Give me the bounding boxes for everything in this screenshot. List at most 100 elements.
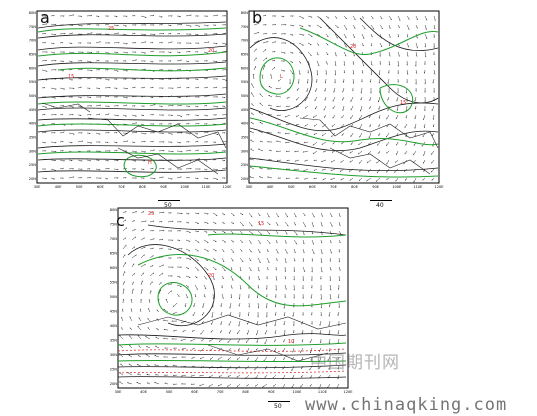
- x-tick-label: 120E: [343, 390, 353, 394]
- y-tick-label: 35N: [110, 339, 118, 343]
- y-tick-label: 65N: [241, 53, 249, 57]
- panel-a-wind-vectors: [41, 14, 228, 180]
- y-tick-label: 70N: [110, 237, 118, 241]
- x-tick-label: 90E: [372, 185, 380, 189]
- watermark-cn: 中国期刊网: [310, 353, 400, 373]
- y-tick-label: 50N: [110, 295, 118, 299]
- y-tick-label: 60N: [29, 66, 37, 70]
- x-tick-label: 80E: [351, 185, 359, 189]
- panel-a-ref-vector: [158, 200, 180, 201]
- panel-b-contours: [249, 17, 439, 172]
- y-tick-label: 65N: [110, 252, 118, 256]
- x-tick-label: 100E: [180, 185, 190, 189]
- x-tick-label: 100E: [292, 390, 302, 394]
- svg-text:25: 25: [148, 211, 154, 217]
- x-tick-label: 70E: [217, 390, 225, 394]
- x-tick-label: 110E: [318, 390, 328, 394]
- panel-c-coastlines: [137, 314, 347, 362]
- y-tick-label: 45N: [110, 310, 118, 314]
- x-tick-label: 40E: [140, 390, 148, 394]
- panel-c-label: c: [116, 211, 125, 230]
- panel-b: L 15 20 80N 75N 70N 65N 60N 55N 50N 45N 40N 35N 30N 2…: [240, 8, 444, 210]
- x-tick-label: 110E: [201, 185, 211, 189]
- y-tick-label: 50N: [241, 94, 249, 98]
- y-tick-label: 60N: [110, 266, 118, 270]
- y-tick-label: 60N: [241, 66, 249, 70]
- panel-c-green-contours: [117, 233, 347, 363]
- panel-c-ref-vector: [268, 401, 290, 402]
- x-tick-label: 120E: [434, 185, 444, 189]
- x-tick-label: 100E: [392, 185, 402, 189]
- panel-a-y-ticks: 80N 75N 70N 65N 60N 55N 50N 45N 40N 35N 30N 25N 20N: [29, 11, 37, 181]
- x-tick-label: 120E: [222, 185, 232, 189]
- x-tick-label: 50E: [76, 185, 84, 189]
- panel-c-x-ticks: 30E 40E 50E 60E 70E 80E 90E 100E 110E 120E: [115, 390, 354, 394]
- y-tick-label: 20N: [29, 177, 37, 181]
- svg-text:20: 20: [350, 44, 356, 50]
- svg-text:L: L: [280, 74, 283, 80]
- panel-a-label: a: [40, 8, 50, 27]
- y-tick-label: 25N: [110, 368, 118, 372]
- svg-text:25: 25: [108, 26, 114, 32]
- panel-a-x-ticks: 30E 40E 50E 60E 70E 80E 90E 100E 110E 120E: [34, 185, 232, 189]
- x-tick-label: 90E: [160, 185, 168, 189]
- x-tick-label: 40E: [55, 185, 63, 189]
- y-tick-label: 45N: [241, 108, 249, 112]
- y-tick-label: 40N: [241, 122, 249, 126]
- y-tick-label: 40N: [110, 324, 118, 328]
- y-tick-label: 80N: [29, 11, 37, 15]
- y-tick-label: 25N: [241, 163, 249, 167]
- y-tick-label: 35N: [29, 136, 37, 140]
- y-tick-label: 55N: [110, 281, 118, 285]
- x-tick-label: 80E: [242, 390, 250, 394]
- x-tick-label: 70E: [330, 185, 338, 189]
- y-tick-label: 55N: [241, 80, 249, 84]
- panel-a: 25 20 15 H 80N 75N 70N 65N 60N 55N 50N 45N 40N 35N 30…: [28, 8, 232, 210]
- panel-b-x-ticks: 30E 40E 50E 60E 70E 80E 90E 100E 110E 120E: [246, 185, 444, 189]
- y-tick-label: 40N: [29, 122, 37, 126]
- panel-a-map: 25 20 15 H 80N 75N 70N 65N 60N 55N 50N 45N 40N 35N 30…: [29, 10, 232, 189]
- panel-b-ref-vector: [370, 200, 392, 201]
- svg-text:20: 20: [208, 48, 214, 54]
- x-tick-label: 60E: [309, 185, 317, 189]
- svg-text:15: 15: [400, 100, 406, 106]
- panel-c-wind-vectors: [118, 210, 342, 390]
- x-tick-label: 60E: [191, 390, 199, 394]
- panel-b-wind-vectors: [249, 13, 436, 183]
- panel-b-map: L 15 20 80N 75N 70N 65N 60N 55N 50N 45N 40N 35N 30N 2…: [241, 10, 444, 189]
- y-tick-label: 20N: [241, 177, 249, 181]
- x-tick-label: 30E: [34, 185, 42, 189]
- y-tick-label: 55N: [29, 80, 37, 84]
- panel-a-coastlines: [41, 102, 227, 175]
- x-tick-label: 50E: [166, 390, 174, 394]
- panel-c-map: 25 20 15 10 80N 75N 70N 65N 60N 55N 50N 45N 40N 35N 3…: [110, 207, 354, 394]
- y-tick-label: 70N: [29, 39, 37, 43]
- x-tick-label: 30E: [246, 185, 254, 189]
- svg-text:20: 20: [208, 273, 214, 279]
- x-tick-label: 110E: [413, 185, 423, 189]
- panel-c-contours: [117, 224, 347, 379]
- svg-text:15: 15: [68, 74, 74, 80]
- y-tick-label: 75N: [110, 223, 118, 227]
- y-tick-label: 25N: [29, 163, 37, 167]
- panel-a-ref-label: 50: [164, 202, 172, 209]
- panel-c-y-ticks: 80N 75N 70N 65N 60N 55N 50N 45N 40N 35N 30N 25N 20N: [110, 208, 118, 386]
- y-tick-label: 35N: [241, 136, 249, 140]
- y-tick-label: 30N: [29, 149, 37, 153]
- y-tick-label: 30N: [110, 353, 118, 357]
- panel-b-ref-label: 40: [376, 202, 384, 209]
- x-tick-label: 80E: [139, 185, 147, 189]
- y-tick-label: 45N: [29, 108, 37, 112]
- x-tick-label: 30E: [115, 390, 123, 394]
- panel-c: 25 20 15 10 80N 75N 70N 65N 60N 55N 50N 45N 40N 35N 3…: [108, 205, 354, 410]
- y-tick-label: 75N: [29, 25, 37, 29]
- y-tick-label: 70N: [241, 39, 249, 43]
- y-tick-label: 80N: [241, 11, 249, 15]
- x-tick-label: 90E: [268, 390, 276, 394]
- svg-text:H: H: [148, 160, 152, 166]
- panel-b-y-ticks: 80N 75N 70N 65N 60N 55N 50N 45N 40N 35N 30N 25N 20N: [241, 11, 249, 181]
- y-tick-label: 75N: [241, 25, 249, 29]
- x-tick-label: 50E: [288, 185, 296, 189]
- x-tick-label: 60E: [97, 185, 105, 189]
- y-tick-label: 65N: [29, 53, 37, 57]
